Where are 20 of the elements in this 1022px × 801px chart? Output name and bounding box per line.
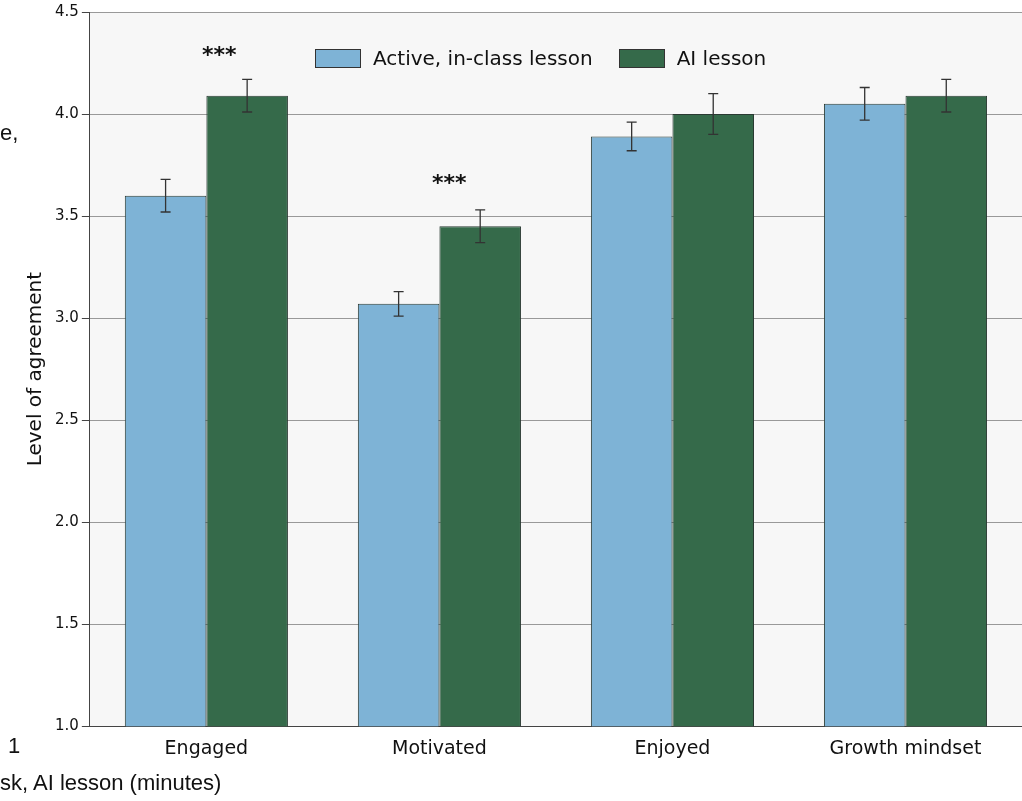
text: 1 [8,733,21,759]
annotation: *** [432,170,467,195]
x-tick-label: Motivated [391,735,487,758]
y-tick-label: 3.5 [55,205,79,224]
text: e, [0,120,19,146]
y-tick-label: 2.0 [55,512,79,531]
legend-label: Active, in-class lesson [373,46,593,70]
y-tick-label: 4.0 [55,103,79,122]
text: sk, AI lesson (minutes) [0,770,222,796]
x-tick-label: Engaged [164,735,249,758]
y-axis-title: Level of agreement [22,271,47,467]
y-tick-label: 2.5 [55,410,79,428]
x-tick-label: Growth mindset [829,735,982,758]
y-tick-label: 4.5 [55,1,79,20]
y-tick-label: 3.0 [55,307,79,326]
y-tick-label: 1.5 [55,614,79,633]
annotation: *** [202,42,237,67]
legend-label: AI lesson [676,46,767,70]
y-tick-label: 1.0 [55,716,79,735]
x-tick-label: Enjoyed [634,735,711,758]
